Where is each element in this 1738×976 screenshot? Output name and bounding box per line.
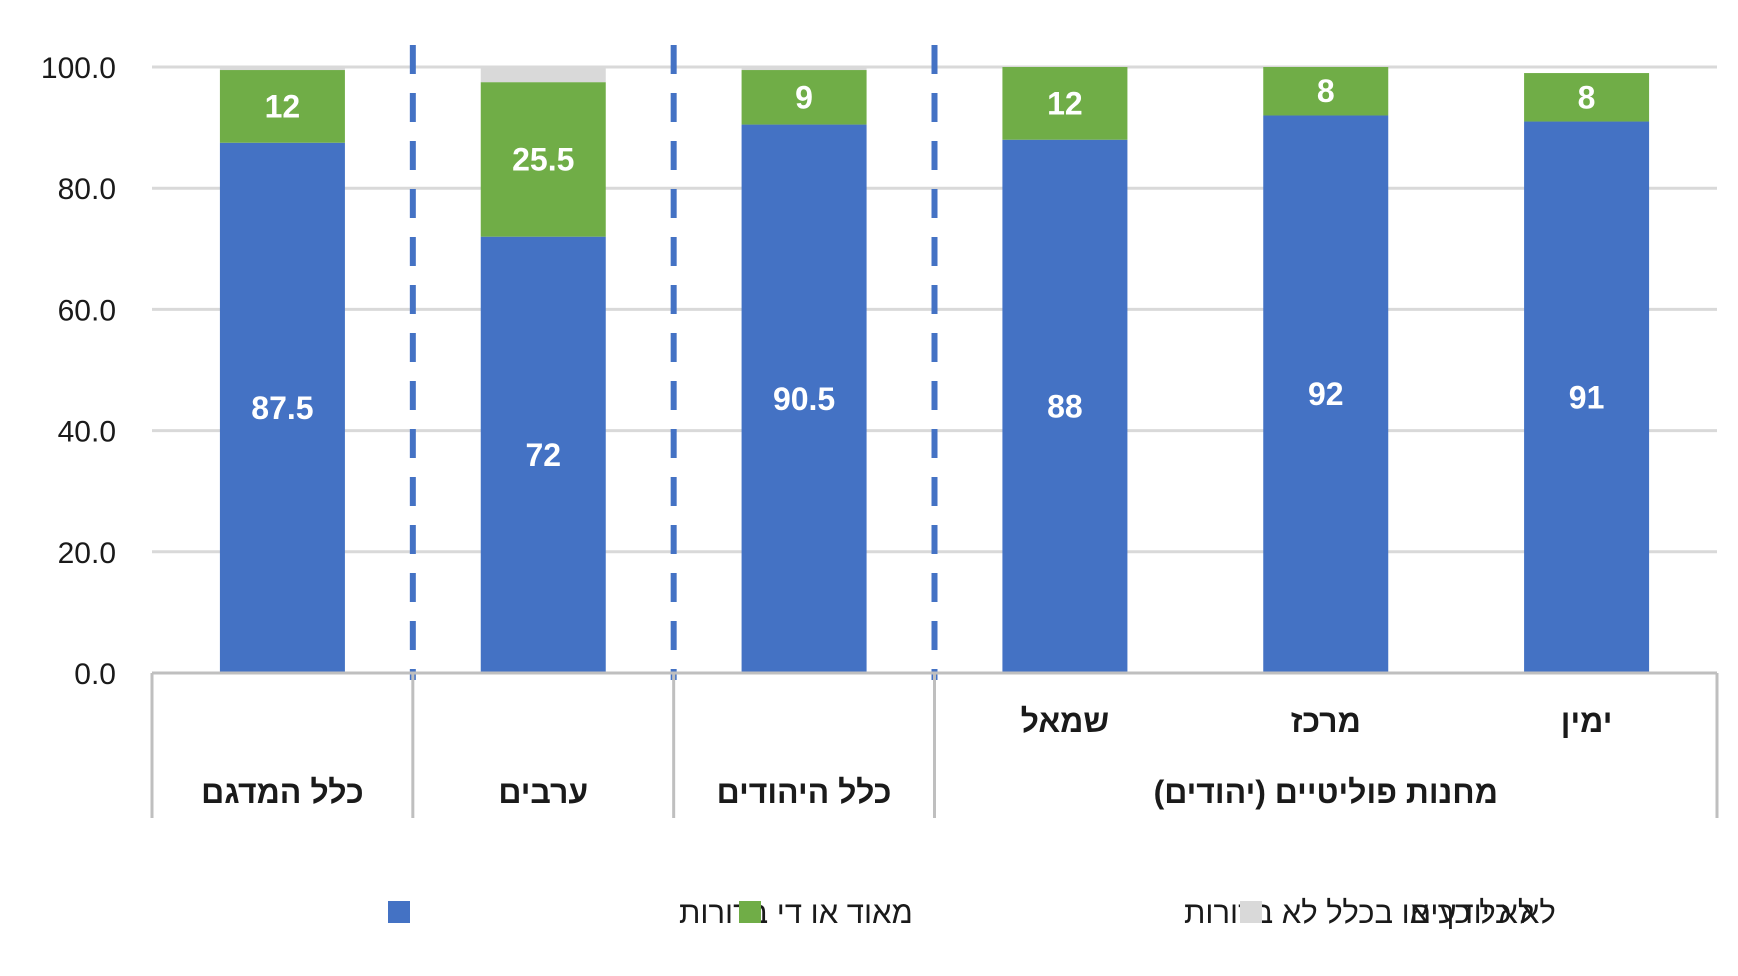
data-label: 8 <box>1317 73 1335 109</box>
y-tick-label: 0.0 <box>74 658 116 691</box>
y-tick-label: 40.0 <box>58 416 116 449</box>
data-label: 90.5 <box>773 381 835 417</box>
group-label: ערבים <box>498 774 588 810</box>
bar-segment <box>219 142 345 673</box>
data-label: 12 <box>265 88 301 124</box>
group-label: כלל המדגם <box>201 774 364 810</box>
bar-segment <box>480 82 606 237</box>
group-label: כלל היהודים <box>717 774 892 810</box>
bar-segment <box>741 124 867 673</box>
data-label: 91 <box>1569 379 1605 415</box>
bar-segment <box>1263 115 1389 674</box>
y-tick-label: 20.0 <box>58 537 116 570</box>
data-label: 87.5 <box>251 390 313 426</box>
bar-segment <box>1524 121 1650 674</box>
category-labels: כלל המדגם ערבים כלל היהודים שמאל מרכז ימין מחנ… <box>201 703 1612 810</box>
legend-label: לא יודעים <box>1410 895 1534 930</box>
data-label: 12 <box>1047 85 1083 121</box>
data-label: 92 <box>1308 376 1344 412</box>
bar-segment <box>1524 73 1650 122</box>
bar-segment <box>480 236 606 673</box>
data-label: 88 <box>1047 388 1083 424</box>
y-tick-label: 60.0 <box>58 294 116 327</box>
legend-swatch <box>739 901 761 923</box>
bar-segment <box>1263 67 1389 116</box>
data-label: 25.5 <box>512 141 574 177</box>
data-label: 8 <box>1578 79 1596 115</box>
group-label: מחנות פוליטיים (יהודים) <box>1154 774 1498 810</box>
x-tick-label: ימין <box>1561 703 1613 739</box>
axes: 0.0 20.0 40.0 60.0 80.0 100.0 <box>41 52 1719 818</box>
data-label: 72 <box>525 437 561 473</box>
bar-segment <box>480 67 606 83</box>
bar-segment <box>741 67 867 71</box>
bar-segment <box>1002 67 1128 140</box>
x-tick-label: מרכז <box>1291 703 1361 739</box>
y-tick-label: 100.0 <box>41 52 116 85</box>
bar-segment <box>219 67 345 71</box>
legend-label: מאוד או די ברורות <box>679 895 913 930</box>
bar-segment <box>219 70 345 143</box>
bar-segment <box>741 70 867 125</box>
bar-segment <box>1002 139 1128 674</box>
legend-swatch <box>388 901 410 923</box>
legend: מאוד או די ברורות לא כל כך או בכלל לא ברו… <box>388 895 1556 930</box>
bars <box>219 67 1650 674</box>
data-label: 9 <box>795 79 813 115</box>
legend-swatch <box>1240 901 1262 923</box>
x-tick-label: שמאל <box>1021 703 1109 739</box>
y-tick-label: 80.0 <box>58 173 116 206</box>
data-labels: 87.5 12 72 25.5 90.5 9 88 12 92 8 91 8 <box>251 73 1604 473</box>
group-separators <box>409 45 938 680</box>
